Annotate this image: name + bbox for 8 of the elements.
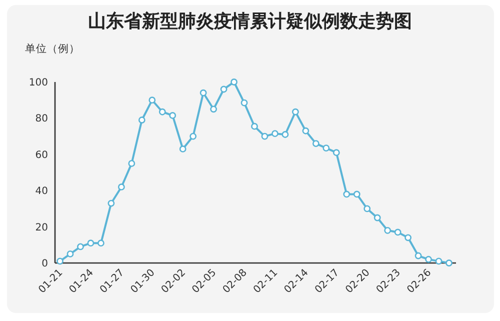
- ytick: 20: [35, 222, 48, 234]
- ytick: 80: [35, 114, 48, 125]
- ytick: 40: [35, 186, 48, 198]
- ylabel: 单位（例）: [25, 43, 80, 55]
- ytick: 100: [28, 78, 48, 88]
- title: 山东省新型肺炎疫情累计疑似例数走势图: [88, 11, 412, 32]
- ytick: 60: [35, 150, 48, 161]
- ytick: 0: [42, 258, 48, 270]
